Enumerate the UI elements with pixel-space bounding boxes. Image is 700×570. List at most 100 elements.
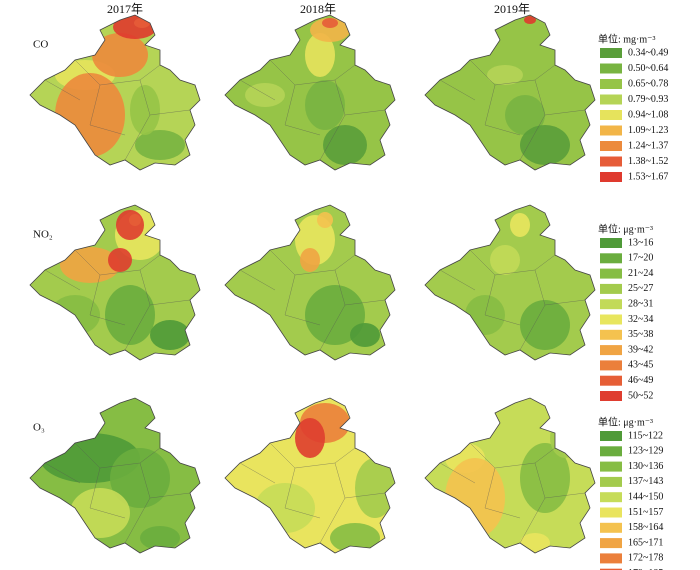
boundary: [344, 299, 386, 306]
legend-label: 137~143: [628, 476, 663, 487]
boundary: [74, 59, 101, 86]
boundary: [334, 254, 356, 271]
map: [424, 14, 596, 171]
legend-label: 28~31: [628, 298, 653, 309]
boundary: [139, 269, 151, 306]
boundary: [534, 79, 546, 116]
legend-swatch: [600, 283, 622, 294]
legend-unit: 单位: μg·m⁻³: [598, 222, 653, 235]
concentration-zone: [305, 33, 335, 77]
boundary: [89, 274, 101, 316]
boundary: [284, 467, 296, 509]
map: [224, 14, 396, 171]
legend-swatch: [600, 125, 622, 136]
legend-label: 130~136: [628, 461, 663, 472]
legend-label: 151~157: [628, 507, 663, 518]
province-outline: [224, 14, 396, 171]
boundary: [439, 462, 476, 484]
boundary: [44, 79, 81, 101]
concentration-zone: [550, 418, 580, 458]
boundary: [534, 269, 546, 306]
column-header: 2018年: [300, 2, 336, 16]
boundary: [494, 79, 536, 86]
province-outline: [224, 204, 396, 361]
legend-swatch: [600, 345, 622, 356]
boundary: [284, 84, 296, 126]
boundary: [139, 254, 161, 271]
legend-unit: 单位: mg·m⁻³: [598, 32, 655, 45]
map-fill: [225, 15, 395, 170]
boundary: [284, 124, 321, 136]
column-header: 2019年: [494, 2, 530, 16]
boundary: [139, 447, 161, 464]
legend-swatch: [600, 431, 622, 441]
legend-label: 0.34~0.49: [628, 47, 668, 58]
boundary: [44, 462, 81, 484]
boundary: [284, 507, 321, 519]
legend-label: 172~178: [628, 553, 663, 564]
boundary: [124, 304, 151, 351]
concentration-zone: [520, 533, 550, 553]
boundary: [484, 124, 521, 136]
boundary: [519, 304, 546, 351]
column-header: 2017年: [107, 2, 143, 16]
map: [224, 397, 396, 554]
boundary: [534, 254, 556, 271]
concentration-zone: [300, 248, 320, 272]
boundary: [89, 84, 101, 126]
legend-swatch: [600, 63, 622, 74]
legend-label: 0.65~0.78: [628, 78, 668, 89]
concentration-zone: [305, 285, 365, 345]
pollutant-label: O₃: [33, 422, 45, 434]
concentration-zone: [520, 300, 570, 350]
concentration-zone: [134, 18, 150, 28]
legend-label: 115~122: [628, 430, 663, 441]
boundary: [334, 269, 346, 306]
boundary: [439, 269, 476, 291]
boundary: [149, 109, 191, 116]
boundary: [334, 79, 346, 116]
province-outline: [424, 14, 596, 171]
concentration-zone: [150, 320, 190, 350]
boundary: [294, 269, 336, 276]
legend-swatch: [600, 507, 622, 518]
concentration-zone: [130, 85, 160, 135]
legend-swatch: [600, 268, 622, 279]
concentration-zone: [322, 18, 338, 28]
concentration-zone: [116, 210, 144, 240]
concentration-zone: [55, 73, 125, 157]
province-outline: [424, 397, 596, 554]
boundary: [484, 314, 521, 326]
boundary: [294, 462, 336, 469]
legend-label: 1.09~1.23: [628, 125, 668, 136]
boundary: [99, 269, 141, 276]
legend-swatch: [600, 476, 622, 487]
boundary: [284, 314, 321, 326]
legend-swatch: [600, 299, 622, 310]
legend-label: 39~42: [628, 344, 653, 355]
boundary: [469, 59, 496, 86]
map: [29, 14, 201, 171]
legend-swatch: [600, 79, 622, 89]
legend-swatch: [600, 375, 622, 386]
boundary: [334, 64, 356, 81]
map-fill: [425, 15, 595, 170]
boundary: [239, 462, 276, 484]
legend-swatch: [600, 156, 622, 167]
legend-swatch: [600, 461, 622, 472]
boundary: [149, 492, 191, 499]
concentration-zone: [135, 130, 185, 160]
boundary: [544, 299, 586, 306]
boundary: [139, 79, 151, 116]
legend-unit: 单位: μg·m⁻³: [598, 415, 653, 428]
legend-label: 0.79~0.93: [628, 94, 668, 105]
legend-swatch: [600, 391, 622, 401]
map-fill: [30, 205, 200, 360]
concentration-zone: [129, 214, 141, 226]
boundary: [269, 59, 296, 86]
boundary: [484, 84, 496, 126]
concentration-zone: [330, 523, 380, 553]
legend-swatch: [600, 360, 622, 371]
boundary: [74, 249, 101, 276]
